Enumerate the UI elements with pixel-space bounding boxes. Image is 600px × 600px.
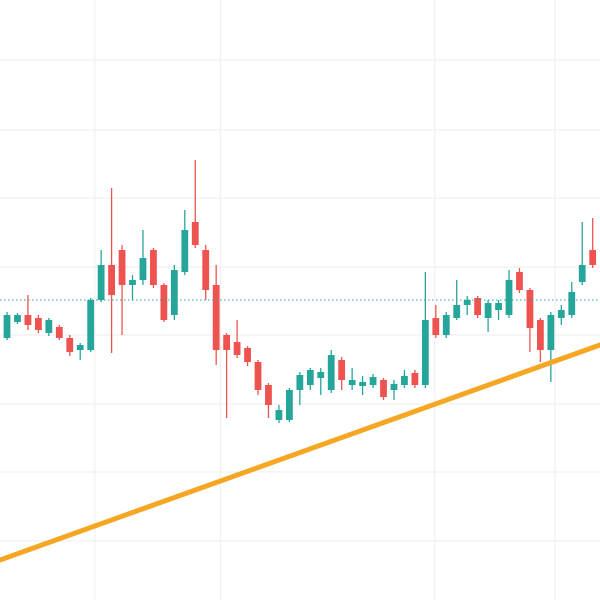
candle-body <box>442 315 450 335</box>
candle-body <box>338 360 346 380</box>
candle-body <box>589 250 597 265</box>
candle-body <box>160 285 168 320</box>
candle-body <box>516 272 523 290</box>
candle-body <box>453 305 461 318</box>
candle-body <box>327 355 335 390</box>
candle-body <box>359 382 366 386</box>
candle-body <box>411 373 419 385</box>
candle-body <box>14 315 21 322</box>
candle-body <box>348 380 356 385</box>
candle-body <box>568 292 576 315</box>
candle-body <box>536 320 544 350</box>
candle-body <box>296 375 304 390</box>
candle-body <box>285 390 293 420</box>
candle-body <box>401 376 408 385</box>
candle-body <box>390 384 398 390</box>
candle-body <box>45 320 53 333</box>
candle-body <box>526 290 534 328</box>
candle-body <box>317 372 325 378</box>
candle-body <box>484 303 492 318</box>
candle-body <box>463 300 471 305</box>
candle-body <box>55 327 63 338</box>
candle-body <box>97 265 105 300</box>
candle-body <box>87 300 95 350</box>
candle-body <box>432 318 440 335</box>
candle-body <box>170 270 178 315</box>
candle-body <box>505 280 513 315</box>
candle-body <box>66 338 74 352</box>
candle-body <box>244 348 251 362</box>
candle-body <box>76 345 84 350</box>
candle-body <box>223 335 231 350</box>
candle-body <box>233 342 241 355</box>
candle-body <box>129 280 136 285</box>
candle-body <box>212 285 220 350</box>
candle-body <box>191 222 199 245</box>
candle-body <box>181 230 189 272</box>
candle-body <box>421 320 429 385</box>
candle-body <box>578 265 586 282</box>
candle-body <box>254 362 262 390</box>
candle-body <box>24 315 32 325</box>
candle-body <box>34 318 42 330</box>
candle-body <box>118 250 126 285</box>
candle-body <box>265 385 272 405</box>
candle-body <box>275 410 283 420</box>
candle-body <box>108 265 115 295</box>
trend-line <box>0 342 600 563</box>
candle-body <box>3 315 11 338</box>
candle-body <box>557 310 565 318</box>
candle-body <box>495 303 502 310</box>
candle-body <box>547 315 555 350</box>
candle-body <box>150 250 157 285</box>
candle-body <box>139 258 147 280</box>
candle-body <box>306 370 314 385</box>
candle-body <box>474 298 482 315</box>
candle-body <box>369 377 377 385</box>
candle-body <box>380 380 387 397</box>
candle-body <box>202 250 210 290</box>
